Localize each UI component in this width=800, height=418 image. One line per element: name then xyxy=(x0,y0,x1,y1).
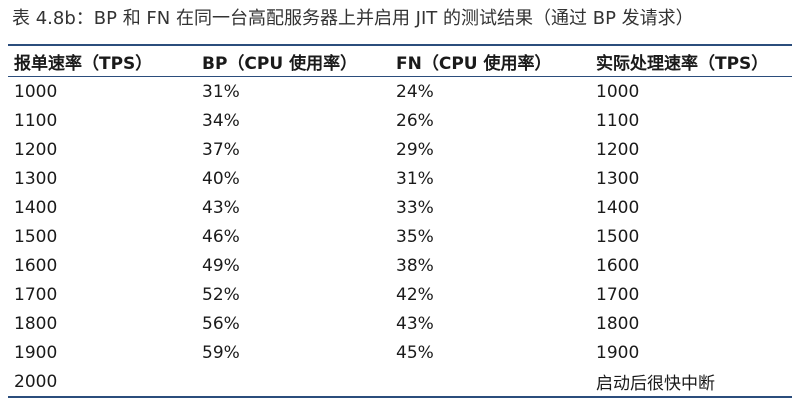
cell-actual-rate: 1600 xyxy=(596,255,640,276)
cell-bp-cpu: 40% xyxy=(202,168,240,189)
table-row: 1400 43% 33% 1400 xyxy=(8,193,792,222)
table-header-row: 报单速率（TPS） BP（CPU 使用率） FN（CPU 使用率） 实际处理速率… xyxy=(8,46,792,76)
header-actual-rate: 实际处理速率（TPS） xyxy=(596,53,769,74)
cell-actual-rate: 1100 xyxy=(596,110,640,131)
table-caption: 表 4.8b：BP 和 FN 在同一台高配服务器上并启用 JIT 的测试结果（通… xyxy=(12,8,694,29)
cell-bp-cpu: 37% xyxy=(202,139,240,160)
cell-fn-cpu: 35% xyxy=(396,226,434,247)
cell-actual-rate: 启动后很快中断 xyxy=(596,374,715,394)
cell-bp-cpu: 56% xyxy=(202,313,240,334)
results-table: 报单速率（TPS） BP（CPU 使用率） FN（CPU 使用率） 实际处理速率… xyxy=(8,44,792,398)
table-row: 1800 56% 43% 1800 xyxy=(8,309,792,338)
header-order-rate: 报单速率（TPS） xyxy=(14,53,153,74)
cell-order-rate: 1400 xyxy=(14,197,58,218)
cell-order-rate: 1800 xyxy=(14,313,58,334)
cell-order-rate: 1300 xyxy=(14,168,58,189)
table-body: 1000 31% 24% 1000 1100 34% 26% 1100 1200 37% 29% 12… xyxy=(8,77,792,396)
cell-bp-cpu: 52% xyxy=(202,284,240,305)
cell-bp-cpu: 31% xyxy=(202,81,240,102)
table-row: 1100 34% 26% 1100 xyxy=(8,106,792,135)
table-header-rule xyxy=(8,76,792,77)
cell-bp-cpu: 34% xyxy=(202,110,240,131)
table-bottom-rule xyxy=(8,396,792,398)
cell-fn-cpu: 31% xyxy=(396,168,434,189)
cell-bp-cpu: 43% xyxy=(202,197,240,218)
cell-fn-cpu: 24% xyxy=(396,81,434,102)
table-row: 1300 40% 31% 1300 xyxy=(8,164,792,193)
cell-fn-cpu: 43% xyxy=(396,313,434,334)
table-row: 1000 31% 24% 1000 xyxy=(8,77,792,106)
cell-order-rate: 1000 xyxy=(14,81,58,102)
table-top-rule xyxy=(8,44,792,46)
cell-actual-rate: 1900 xyxy=(596,342,640,363)
cell-fn-cpu: 45% xyxy=(396,342,434,363)
cell-actual-rate: 1700 xyxy=(596,284,640,305)
cell-order-rate: 2000 xyxy=(14,371,58,392)
cell-bp-cpu: 49% xyxy=(202,255,240,276)
cell-actual-rate: 1500 xyxy=(596,226,640,247)
table-row: 1500 46% 35% 1500 xyxy=(8,222,792,251)
header-bp-cpu: BP（CPU 使用率） xyxy=(202,53,358,74)
header-fn-cpu: FN（CPU 使用率） xyxy=(396,53,552,74)
cell-fn-cpu: 42% xyxy=(396,284,434,305)
cell-order-rate: 1100 xyxy=(14,110,58,131)
table-row: 1900 59% 45% 1900 xyxy=(8,338,792,367)
cell-fn-cpu: 33% xyxy=(396,197,434,218)
table-row: 1200 37% 29% 1200 xyxy=(8,135,792,164)
cell-fn-cpu: 29% xyxy=(396,139,434,160)
table-row: 1700 52% 42% 1700 xyxy=(8,280,792,309)
cell-order-rate: 1700 xyxy=(14,284,58,305)
cell-bp-cpu: 59% xyxy=(202,342,240,363)
cell-order-rate: 1600 xyxy=(14,255,58,276)
cell-order-rate: 1900 xyxy=(14,342,58,363)
cell-order-rate: 1200 xyxy=(14,139,58,160)
cell-order-rate: 1500 xyxy=(14,226,58,247)
cell-actual-rate: 1200 xyxy=(596,139,640,160)
cell-actual-rate: 1400 xyxy=(596,197,640,218)
cell-actual-rate: 1300 xyxy=(596,168,640,189)
cell-bp-cpu: 46% xyxy=(202,226,240,247)
cell-fn-cpu: 26% xyxy=(396,110,434,131)
table-row: 2000 启动后很快中断 xyxy=(8,367,792,396)
cell-actual-rate: 1800 xyxy=(596,313,640,334)
cell-fn-cpu: 38% xyxy=(396,255,434,276)
table-row: 1600 49% 38% 1600 xyxy=(8,251,792,280)
cell-actual-rate: 1000 xyxy=(596,81,640,102)
